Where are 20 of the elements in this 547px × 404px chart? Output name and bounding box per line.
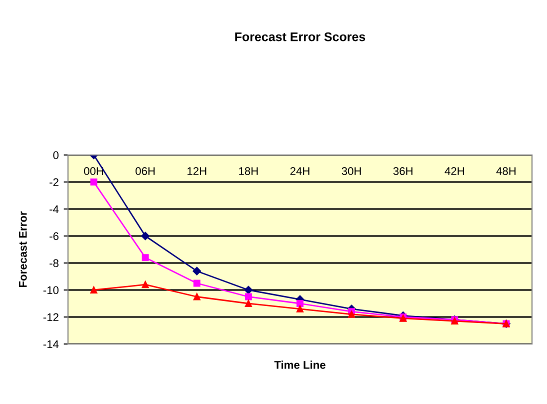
y-tick-label: -14	[43, 340, 59, 348]
x-tick-label: 36H	[393, 167, 412, 176]
y-tick-label: -10	[43, 286, 59, 294]
x-tick-label: 12H	[188, 167, 206, 175]
x-tick-label: 30H	[342, 167, 361, 176]
x-axis-title: Time Line	[274, 360, 326, 369]
chart-title: Forecast Error Scores	[235, 32, 366, 42]
x-tick-label: 24H	[290, 167, 310, 175]
y-tick-label: -8	[50, 259, 58, 268]
y-tick-label: -2	[50, 178, 58, 186]
x-tick-label: 18H	[239, 167, 258, 176]
y-tick-label: -4	[50, 205, 59, 214]
y-tick-label: 0	[53, 151, 59, 160]
x-tick-label: 48H	[496, 167, 516, 176]
y-tick-label: -6	[50, 232, 58, 240]
x-tick-label: 06H	[136, 167, 155, 176]
x-tick-label: 42H	[444, 167, 464, 175]
y-tick-label: -12	[43, 313, 58, 322]
y-axis-title: Forecast Error	[19, 211, 27, 288]
x-tick-label: 00H	[84, 167, 104, 176]
